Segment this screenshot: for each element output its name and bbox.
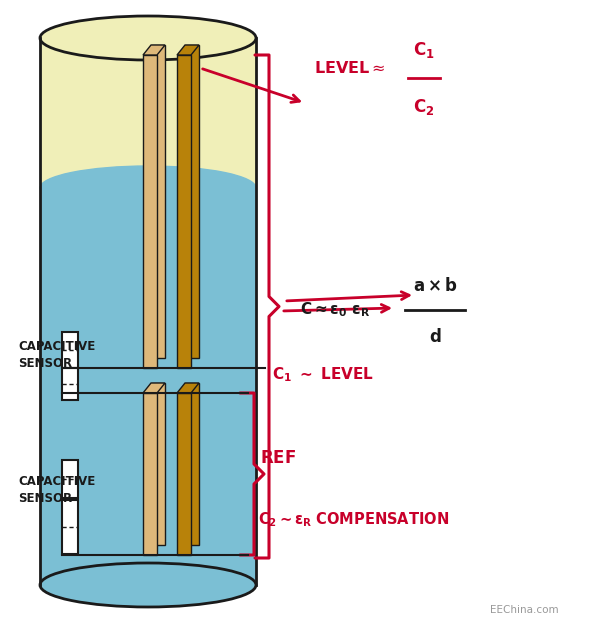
Polygon shape <box>177 55 191 368</box>
Ellipse shape <box>40 16 256 60</box>
Polygon shape <box>185 45 199 358</box>
Text: $\mathbf{C_2}$: $\mathbf{C_2}$ <box>413 97 435 117</box>
Text: CAPACITIVE
SENSOR: CAPACITIVE SENSOR <box>18 475 95 505</box>
Polygon shape <box>62 368 78 400</box>
Polygon shape <box>62 332 78 368</box>
Text: $\mathbf{a \times b}$: $\mathbf{a \times b}$ <box>413 277 457 295</box>
Text: $\mathbf{LEVEL} \approx$: $\mathbf{LEVEL} \approx$ <box>314 60 385 76</box>
Polygon shape <box>177 393 191 555</box>
Polygon shape <box>151 45 165 358</box>
Polygon shape <box>40 38 256 585</box>
Text: $\mathbf{d}$: $\mathbf{d}$ <box>429 328 441 346</box>
Polygon shape <box>177 45 199 55</box>
Text: EEChina.com: EEChina.com <box>490 605 558 615</box>
Polygon shape <box>143 393 157 555</box>
Polygon shape <box>40 38 256 188</box>
Polygon shape <box>177 383 199 393</box>
Ellipse shape <box>40 166 256 210</box>
Polygon shape <box>62 500 78 554</box>
Polygon shape <box>143 45 165 55</box>
Text: $\mathbf{C_1}$: $\mathbf{C_1}$ <box>413 40 435 60</box>
Text: CAPACITIVE
SENSOR: CAPACITIVE SENSOR <box>18 340 95 370</box>
Polygon shape <box>143 55 157 368</box>
Text: $\mathbf{REF}$: $\mathbf{REF}$ <box>260 449 296 467</box>
Text: $\mathbf{C_2 \sim \varepsilon_R\ COMPENSATION}$: $\mathbf{C_2 \sim \varepsilon_R\ COMPENS… <box>258 511 449 530</box>
Text: $\mathbf{C \approx \varepsilon_0\ \varepsilon_R}$: $\mathbf{C \approx \varepsilon_0\ \varep… <box>300 300 370 319</box>
Polygon shape <box>62 460 78 498</box>
Text: $\mathbf{C_1}$ $\mathbf{\sim}$ $\mathbf{LEVEL}$: $\mathbf{C_1}$ $\mathbf{\sim}$ $\mathbf{… <box>272 366 374 384</box>
Polygon shape <box>185 383 199 545</box>
Polygon shape <box>151 383 165 545</box>
Ellipse shape <box>40 563 256 607</box>
Polygon shape <box>143 383 165 393</box>
